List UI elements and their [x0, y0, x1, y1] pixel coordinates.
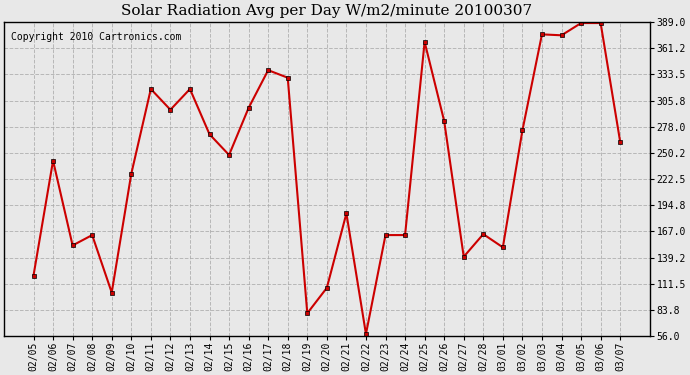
Title: Solar Radiation Avg per Day W/m2/minute 20100307: Solar Radiation Avg per Day W/m2/minute … [121, 4, 533, 18]
Text: Copyright 2010 Cartronics.com: Copyright 2010 Cartronics.com [10, 32, 181, 42]
